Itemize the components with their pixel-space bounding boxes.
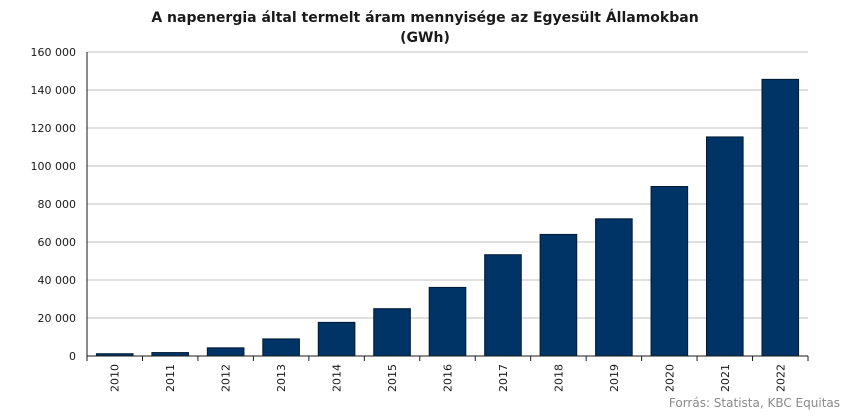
y-tick-label: 80 000 (38, 198, 77, 211)
y-tick-label: 100 000 (31, 160, 77, 173)
x-tick-label: 2021 (719, 364, 732, 392)
x-tick-label: 2018 (552, 364, 565, 392)
y-tick-label: 160 000 (31, 46, 77, 59)
y-tick-label: 40 000 (38, 274, 77, 287)
bar (539, 233, 578, 357)
bar (206, 347, 245, 357)
y-tick-label: 0 (69, 350, 76, 363)
y-tick-label: 120 000 (31, 122, 77, 135)
x-tick-label: 2010 (109, 364, 122, 392)
bar (484, 254, 522, 357)
x-tick-label: 2011 (164, 364, 177, 392)
bar (595, 218, 633, 357)
bar (761, 78, 800, 357)
x-tick-label: 2013 (275, 364, 288, 392)
x-tick-label: 2017 (497, 364, 510, 392)
x-tick-label: 2019 (608, 364, 621, 392)
bar (262, 338, 300, 357)
x-tick-label: 2012 (220, 364, 233, 392)
y-tick-label: 140 000 (31, 84, 77, 97)
chart-subtitle: (GWh) (400, 30, 450, 46)
bar (706, 136, 744, 357)
x-tick-label: 2020 (663, 364, 676, 392)
y-tick-label: 20 000 (38, 312, 77, 325)
source-note: Forrás: Statista, KBC Equitas (668, 396, 840, 410)
y-tick-label: 60 000 (38, 236, 77, 249)
bar (650, 186, 689, 357)
x-tick-label: 2014 (331, 364, 344, 392)
x-tick-label: 2022 (774, 364, 787, 392)
chart-title: A napenergia által termelt áram mennyisé… (151, 10, 699, 26)
x-tick-label: 2016 (442, 364, 455, 392)
bar (317, 321, 356, 357)
x-tick-label: 2015 (386, 364, 399, 392)
bar (428, 286, 467, 357)
bar (373, 308, 411, 357)
bar (151, 352, 189, 357)
